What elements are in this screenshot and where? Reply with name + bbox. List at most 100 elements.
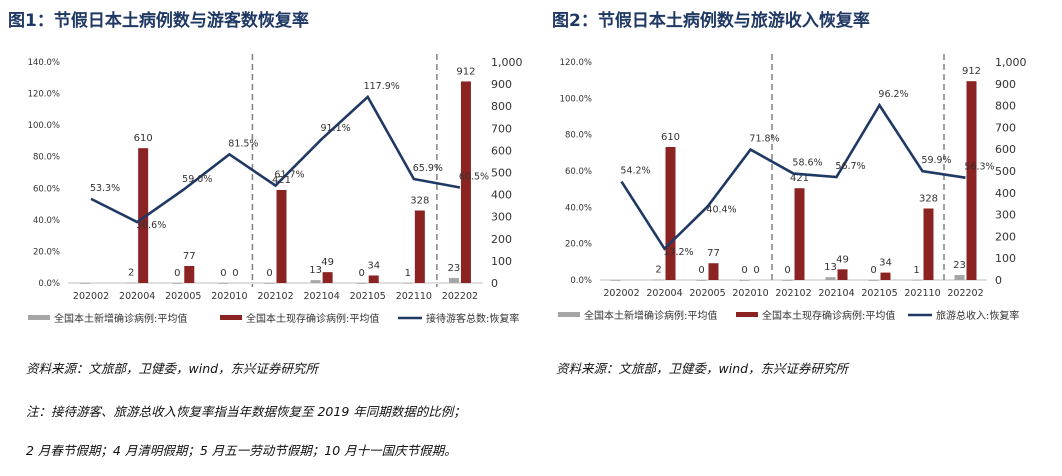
figure1-title: 图1：节假日本土病例数与游客数恢复率 bbox=[8, 11, 309, 31]
chart1-bar-new-cases bbox=[218, 283, 229, 284]
chart2-bar-existing-cases bbox=[966, 81, 977, 281]
chart1-category-label: 202110 bbox=[396, 291, 432, 302]
chart1-label-existing-cases: 49 bbox=[321, 257, 334, 268]
chart2-label-recovery-rate: 96.2% bbox=[878, 89, 908, 100]
chart1-label-new-cases: 0 bbox=[174, 268, 180, 279]
chart1-right-tick-label: 500 bbox=[491, 167, 512, 180]
chart1-label-new-cases: 23 bbox=[448, 263, 461, 274]
chart2-right-tick-label: 900 bbox=[995, 78, 1016, 91]
chart1-left-tick-label: 40.0% bbox=[33, 216, 60, 226]
chart1-right-tick-label: 300 bbox=[491, 211, 512, 224]
chart2-bar-existing-cases bbox=[837, 269, 848, 280]
chart1-bar-new-cases bbox=[448, 277, 459, 283]
chart1-label-new-cases: 0 bbox=[220, 268, 226, 279]
chart2-label-new-cases: 0 bbox=[870, 265, 876, 276]
chart1-left-tick-label: 120.0% bbox=[28, 90, 60, 100]
chart1-right-tick-label: 0 bbox=[491, 277, 498, 290]
chart2-label-new-cases: 1 bbox=[913, 265, 919, 276]
chart2-label-recovery-rate: 17.2% bbox=[663, 247, 693, 258]
chart1-label-recovery-rate: 91.1% bbox=[321, 123, 351, 134]
chart2-label-recovery-rate: 59.9% bbox=[921, 155, 951, 166]
chart2-right-tick-label: 800 bbox=[995, 100, 1016, 113]
chart2-left-tick-label: 100.0% bbox=[560, 94, 592, 104]
chart1-category-label: 202105 bbox=[350, 291, 386, 302]
chart1-right-tick-label: 200 bbox=[491, 233, 512, 246]
chart2-bar-new-cases bbox=[954, 274, 965, 280]
chart2-bar-new-cases bbox=[739, 280, 750, 281]
chart2-label-new-cases: 0 bbox=[698, 265, 704, 276]
chart2-recovery-rate-line bbox=[620, 102, 966, 251]
chart1-bar-new-cases bbox=[126, 282, 137, 284]
chart1-left-tick-label: 20.0% bbox=[33, 247, 60, 257]
chart1-label-new-cases: 13 bbox=[309, 265, 322, 276]
chart2-label-recovery-rate: 56.3% bbox=[964, 162, 994, 173]
chart2-label-existing-cases: 77 bbox=[707, 248, 720, 259]
chart1-category-label: 202004 bbox=[119, 291, 155, 302]
chart2-right-tick-label: 1,000 bbox=[995, 56, 1027, 69]
chart2-right-tick-label: 400 bbox=[995, 187, 1016, 200]
chart2-left-tick-label: 20.0% bbox=[565, 240, 592, 250]
chart2-label-existing-cases: 610 bbox=[661, 132, 680, 143]
chart1-label-recovery-rate: 53.3% bbox=[90, 183, 120, 194]
chart1-right-tick-label: 100 bbox=[491, 255, 512, 268]
figure2-source: 资料来源：文旅部，卫健委，wind，东兴证券研究所 bbox=[556, 361, 849, 376]
chart2-category-label: 202010 bbox=[732, 288, 768, 299]
chart1-left-tick-label: 80.0% bbox=[33, 153, 60, 163]
chart2-legend-recovery-rate: 旅游总收入:恢复率 bbox=[936, 309, 1019, 322]
chart1-bar-existing-cases bbox=[138, 148, 149, 283]
chart1-bar-existing-cases bbox=[184, 265, 195, 283]
chart1-bar-existing-cases bbox=[414, 210, 425, 283]
chart2-category-label: 202002 bbox=[603, 288, 639, 299]
chart1-legend-new-cases: 全国本土新增确诊病例:平均值 bbox=[54, 312, 187, 325]
chart1-category-label: 202102 bbox=[257, 291, 293, 302]
chart1-label-existing-cases: 0 bbox=[232, 268, 238, 279]
chart2-category-label: 202104 bbox=[818, 288, 854, 299]
chart1-right-tick-label: 400 bbox=[491, 189, 512, 202]
chart2-label-existing-cases: 49 bbox=[836, 254, 849, 265]
chart2-legend-swatch-existing-cases bbox=[736, 312, 758, 317]
chart2-bar-new-cases bbox=[868, 280, 879, 281]
chart2-label-new-cases: 2 bbox=[655, 265, 661, 276]
chart1-bar-new-cases bbox=[402, 282, 413, 284]
chart2-right-tick-label: 100 bbox=[995, 252, 1016, 265]
chart1-category-label: 202005 bbox=[165, 291, 201, 302]
chart1-label-recovery-rate: 61.7% bbox=[274, 170, 304, 181]
chart1-bar-existing-cases bbox=[322, 272, 333, 283]
chart2-category-label: 202105 bbox=[861, 288, 897, 299]
chart1-right-tick-label: 600 bbox=[491, 144, 512, 157]
chart2-category-label: 202110 bbox=[904, 288, 940, 299]
chart2-left-tick-label: 0.0% bbox=[570, 276, 592, 286]
chart1-bar-new-cases bbox=[356, 283, 367, 284]
chart2-bar-new-cases bbox=[610, 280, 621, 281]
chart1-left-tick-label: 140.0% bbox=[28, 58, 60, 68]
chart1-right-tick-label: 900 bbox=[491, 78, 512, 91]
footnote-line-1: 注：接待游客、旅游总收入恢复率指当年数据恢复至 2019 年同期数据的比例； bbox=[26, 404, 466, 419]
chart2-label-existing-cases: 0 bbox=[753, 265, 759, 276]
chart1-legend-swatch-existing-cases bbox=[220, 315, 242, 320]
chart2-left-tick-label: 80.0% bbox=[565, 131, 592, 141]
chart2-label-recovery-rate: 58.6% bbox=[792, 158, 822, 169]
chart1-left-tick-label: 0.0% bbox=[38, 279, 60, 289]
chart1-left-tick-label: 60.0% bbox=[33, 184, 60, 194]
chart2-bar-new-cases bbox=[696, 280, 707, 281]
chart1-label-new-cases: 1 bbox=[405, 268, 411, 279]
chart2-bar-new-cases bbox=[911, 279, 922, 281]
chart2-left-tick-label: 60.0% bbox=[565, 167, 592, 177]
chart1-right-tick-label: 800 bbox=[491, 100, 512, 113]
chart2-bar-existing-cases bbox=[880, 272, 891, 280]
chart1-legend-recovery-rate: 接待游客总数:恢复率 bbox=[426, 312, 519, 325]
chart2-right-tick-label: 500 bbox=[995, 165, 1016, 178]
chart2-bar-new-cases bbox=[825, 277, 836, 280]
chart1-label-recovery-rate: 81.5% bbox=[228, 138, 258, 149]
chart1-label-recovery-rate: 60.5% bbox=[459, 171, 489, 182]
chart2-label-new-cases: 0 bbox=[741, 265, 747, 276]
chart2-left-tick-label: 40.0% bbox=[565, 203, 592, 213]
chart1-legend-swatch-new-cases bbox=[28, 315, 50, 320]
chart1-bar-new-cases bbox=[80, 283, 91, 284]
chart1-label-existing-cases: 912 bbox=[456, 66, 475, 77]
chart2-legend-new-cases: 全国本土新增确诊病例:平均值 bbox=[584, 309, 717, 322]
chart1-bar-existing-cases bbox=[460, 81, 471, 283]
chart1-bar-new-cases bbox=[310, 280, 321, 283]
chart2-category-label: 202202 bbox=[947, 288, 983, 299]
chart2-label-recovery-rate: 71.8% bbox=[749, 134, 779, 145]
